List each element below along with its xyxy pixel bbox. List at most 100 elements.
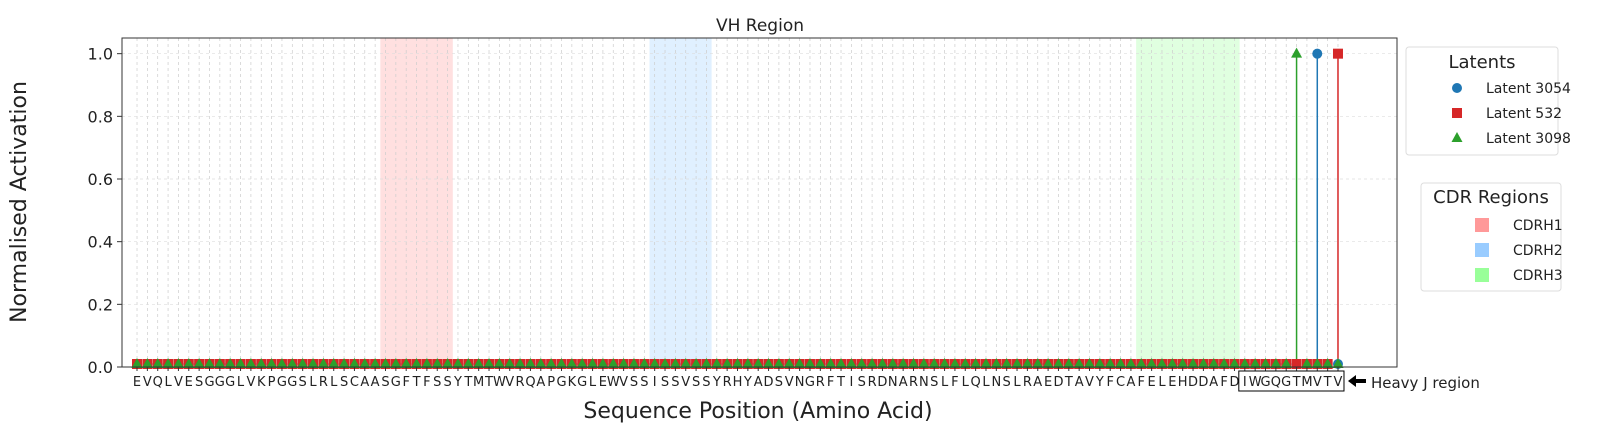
marker-latent-3098 — [1125, 358, 1137, 368]
x-tick-label: P — [268, 375, 276, 390]
x-tick-label: V — [1085, 375, 1094, 390]
marker-latent-3098 — [369, 358, 381, 368]
marker-latent-3098 — [514, 358, 526, 368]
marker-latent-3098 — [814, 358, 826, 368]
x-tick-label: S — [702, 375, 710, 390]
x-tick-label: I — [849, 375, 853, 390]
marker-latent-3098 — [504, 358, 516, 368]
marker-latent-3098 — [131, 358, 143, 368]
marker-latent-3098 — [1166, 358, 1178, 368]
marker-latent-3098 — [1301, 358, 1313, 368]
x-tick-label: L — [589, 375, 597, 390]
x-tick-label: L — [1158, 375, 1166, 390]
x-tick-label: D — [1188, 375, 1198, 390]
marker-latent-3098 — [348, 358, 360, 368]
marker-latent-3098 — [1187, 358, 1199, 368]
x-tick-label: V — [1313, 375, 1322, 390]
x-tick-label: D — [1198, 375, 1208, 390]
x-tick-label: G — [391, 375, 401, 390]
x-tick-label: G — [287, 375, 297, 390]
marker-latent-3098 — [307, 358, 319, 368]
marker-latent-3098 — [214, 358, 226, 368]
x-tick-label: C — [350, 375, 359, 390]
marker-latent-3098 — [421, 358, 433, 368]
marker-latent-3098 — [442, 358, 454, 368]
x-tick-label: N — [888, 375, 898, 390]
marker-latent-3098 — [587, 358, 599, 368]
marker-latent-3098 — [825, 358, 837, 368]
marker-latent-3098 — [607, 358, 619, 368]
x-tick-label: T — [1292, 375, 1301, 390]
x-tick-label: V — [143, 375, 152, 390]
x-tick-label: Q — [971, 375, 981, 390]
x-tick-label: G — [1281, 375, 1291, 390]
marker-latent-3098 — [1197, 358, 1209, 368]
marker-latent-3098 — [856, 358, 868, 368]
x-tick-label: R — [516, 375, 525, 390]
marker-latent-3098 — [887, 358, 899, 368]
marker-latent-3098 — [659, 358, 671, 368]
x-tick-label: I — [1243, 375, 1247, 390]
marker-latent-3098 — [379, 358, 391, 368]
marker-latent-3098 — [690, 358, 702, 368]
marker-latent-3098 — [473, 358, 485, 368]
x-tick-label: S — [671, 375, 679, 390]
x-tick-label: C — [1116, 375, 1125, 390]
x-tick-label: L — [962, 375, 970, 390]
region-cdrh2 — [649, 38, 712, 367]
marker-latent-3098 — [162, 358, 174, 368]
x-tick-label: L — [309, 375, 317, 390]
legend-swatch-icon — [1475, 268, 1489, 282]
x-tick-label: V — [785, 375, 794, 390]
marker-latent-3098 — [959, 358, 971, 368]
x-tick-label: D — [764, 375, 774, 390]
marker-latent-3098 — [773, 358, 785, 368]
legend-marker-icon — [1452, 83, 1462, 93]
x-tick-label: Y — [453, 375, 462, 390]
arrow-left-icon — [1347, 375, 1366, 387]
x-tick-label: G — [805, 375, 815, 390]
x-tick-label: G — [204, 375, 214, 390]
marker-latent-3098 — [794, 358, 806, 368]
marker-latent-3098 — [1218, 358, 1230, 368]
marker-latent-3098 — [297, 358, 309, 368]
marker-latent-3098 — [700, 358, 712, 368]
x-tick-label: L — [1013, 375, 1021, 390]
marker-latent-3098 — [411, 358, 423, 368]
x-tick-label: N — [991, 375, 1001, 390]
marker-latent-3098 — [783, 358, 795, 368]
x-tick-label: R — [723, 375, 732, 390]
x-tick-label: A — [1209, 375, 1218, 390]
legend-entry-label: CDRH2 — [1513, 243, 1563, 259]
x-tick-label: S — [640, 375, 648, 390]
x-tick-label: E — [133, 375, 141, 390]
marker-latent-3098 — [618, 358, 630, 368]
x-tick-label: R — [868, 375, 877, 390]
x-tick-label: A — [360, 375, 369, 390]
marker-latent-3098 — [245, 358, 257, 368]
marker-latent-3098 — [276, 358, 288, 368]
marker-latent-3098 — [1032, 358, 1044, 368]
x-tick-label: N — [795, 375, 805, 390]
x-tick-label: S — [195, 375, 203, 390]
marker-latent-3098 — [545, 358, 557, 368]
x-tick-label: G — [277, 375, 287, 390]
x-tick-label: T — [1323, 375, 1332, 390]
marker-latent-3098 — [918, 358, 930, 368]
marker-latent-3098 — [1115, 358, 1127, 368]
marker-latent-3098 — [1042, 358, 1054, 368]
marker-latent-3098 — [535, 358, 547, 368]
marker-latent-3098 — [731, 358, 743, 368]
marker-latent-3098 — [804, 358, 816, 368]
marker-latent-3098 — [493, 358, 505, 368]
legend-entry-label: Latent 3054 — [1486, 81, 1571, 97]
x-tick-label: E — [1148, 375, 1156, 390]
x-tick-label: V — [174, 375, 183, 390]
x-tick-label: M — [473, 375, 484, 390]
x-tick-label: V — [681, 375, 690, 390]
x-tick-label: S — [443, 375, 451, 390]
marker-latent-3098 — [359, 358, 371, 368]
legend-marker-icon — [1451, 132, 1463, 142]
x-tick-label: Y — [743, 375, 752, 390]
